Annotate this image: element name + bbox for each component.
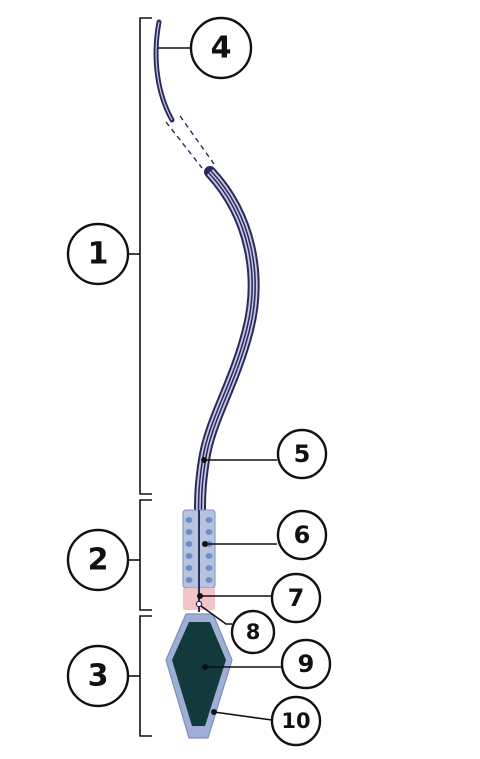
label-1-text: 1 (88, 237, 109, 272)
tail-break-dashed (165, 115, 215, 169)
leader-lines (158, 47, 282, 721)
label-4: 4 (189, 16, 253, 80)
label-3: 3 (66, 644, 130, 708)
label-9-text: 9 (298, 650, 315, 678)
label-10-text: 10 (281, 709, 310, 733)
bracket-head (128, 615, 152, 737)
midpiece (182, 509, 216, 600)
nucleus-shape (172, 622, 226, 726)
mitochondria-cluster (185, 517, 213, 583)
label-5-text: 5 (294, 440, 311, 468)
label-6: 6 (276, 509, 328, 561)
label-7-text: 7 (288, 584, 305, 612)
label-6-text: 6 (294, 521, 311, 549)
head (165, 613, 233, 739)
label-2-text: 2 (88, 543, 109, 578)
label-1: 1 (66, 222, 130, 286)
label-10: 10 (270, 695, 322, 747)
label-3-text: 3 (88, 659, 109, 694)
tail-principal-piece (194, 166, 260, 518)
label-2: 2 (66, 528, 130, 592)
label-5: 5 (276, 428, 328, 480)
neck (183, 588, 215, 612)
bracket-midpiece (128, 499, 152, 611)
tail-end-piece (153, 19, 175, 123)
label-8-text: 8 (246, 620, 261, 644)
label-7: 7 (270, 572, 322, 624)
label-8: 8 (230, 609, 276, 655)
bracket-tail (128, 17, 152, 495)
label-9: 9 (280, 638, 332, 690)
label-4-text: 4 (211, 31, 232, 66)
